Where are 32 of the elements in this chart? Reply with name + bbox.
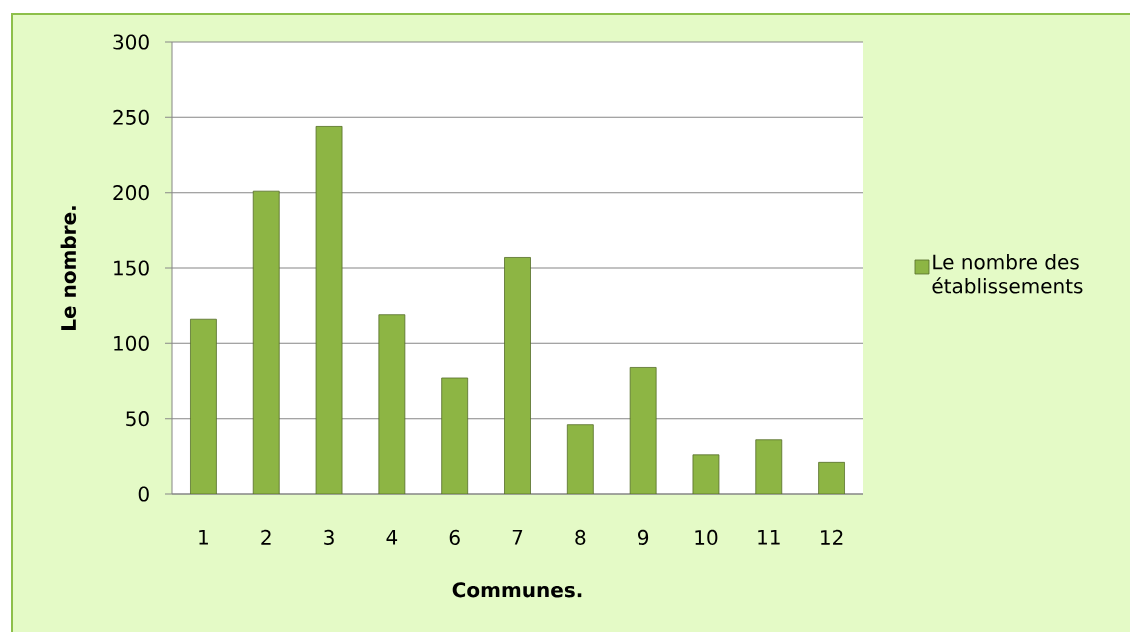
x-tick-label: 10 xyxy=(695,529,718,545)
y-tick-label: 100 xyxy=(114,335,149,351)
x-tick-label: 6 xyxy=(449,529,460,545)
x-tick-label: 8 xyxy=(575,529,586,545)
bar xyxy=(441,377,469,494)
y-axis-title: Le nombre. xyxy=(60,206,77,330)
x-tick-label: 1 xyxy=(199,529,208,545)
x-tick-label: 3 xyxy=(324,529,334,545)
y-tick-label: 300 xyxy=(113,34,149,50)
bar xyxy=(252,190,280,494)
x-tick-label: 11 xyxy=(758,529,780,545)
bar xyxy=(692,454,720,494)
x-tick-label: 12 xyxy=(821,529,843,545)
y-tick-label: 0 xyxy=(138,486,149,502)
bar xyxy=(566,424,594,494)
x-tick-label: 7 xyxy=(512,529,523,545)
bar xyxy=(629,367,657,494)
y-tick-label: 50 xyxy=(126,411,149,427)
y-tick-label: 150 xyxy=(114,260,149,276)
bar xyxy=(755,439,783,494)
y-tick-label: 200 xyxy=(113,185,149,201)
x-axis-title: Communes. xyxy=(452,582,582,598)
x-tick-label: 2 xyxy=(261,529,271,545)
bar xyxy=(315,125,343,494)
legend-label: Le nombre des établissements xyxy=(932,254,1083,294)
bar xyxy=(818,461,845,494)
bar xyxy=(504,257,531,494)
bar xyxy=(378,314,406,494)
x-tick-label: 9 xyxy=(638,529,649,545)
y-tick-label: 250 xyxy=(113,109,149,125)
bar xyxy=(190,318,217,494)
x-tick-label: 4 xyxy=(386,529,398,545)
